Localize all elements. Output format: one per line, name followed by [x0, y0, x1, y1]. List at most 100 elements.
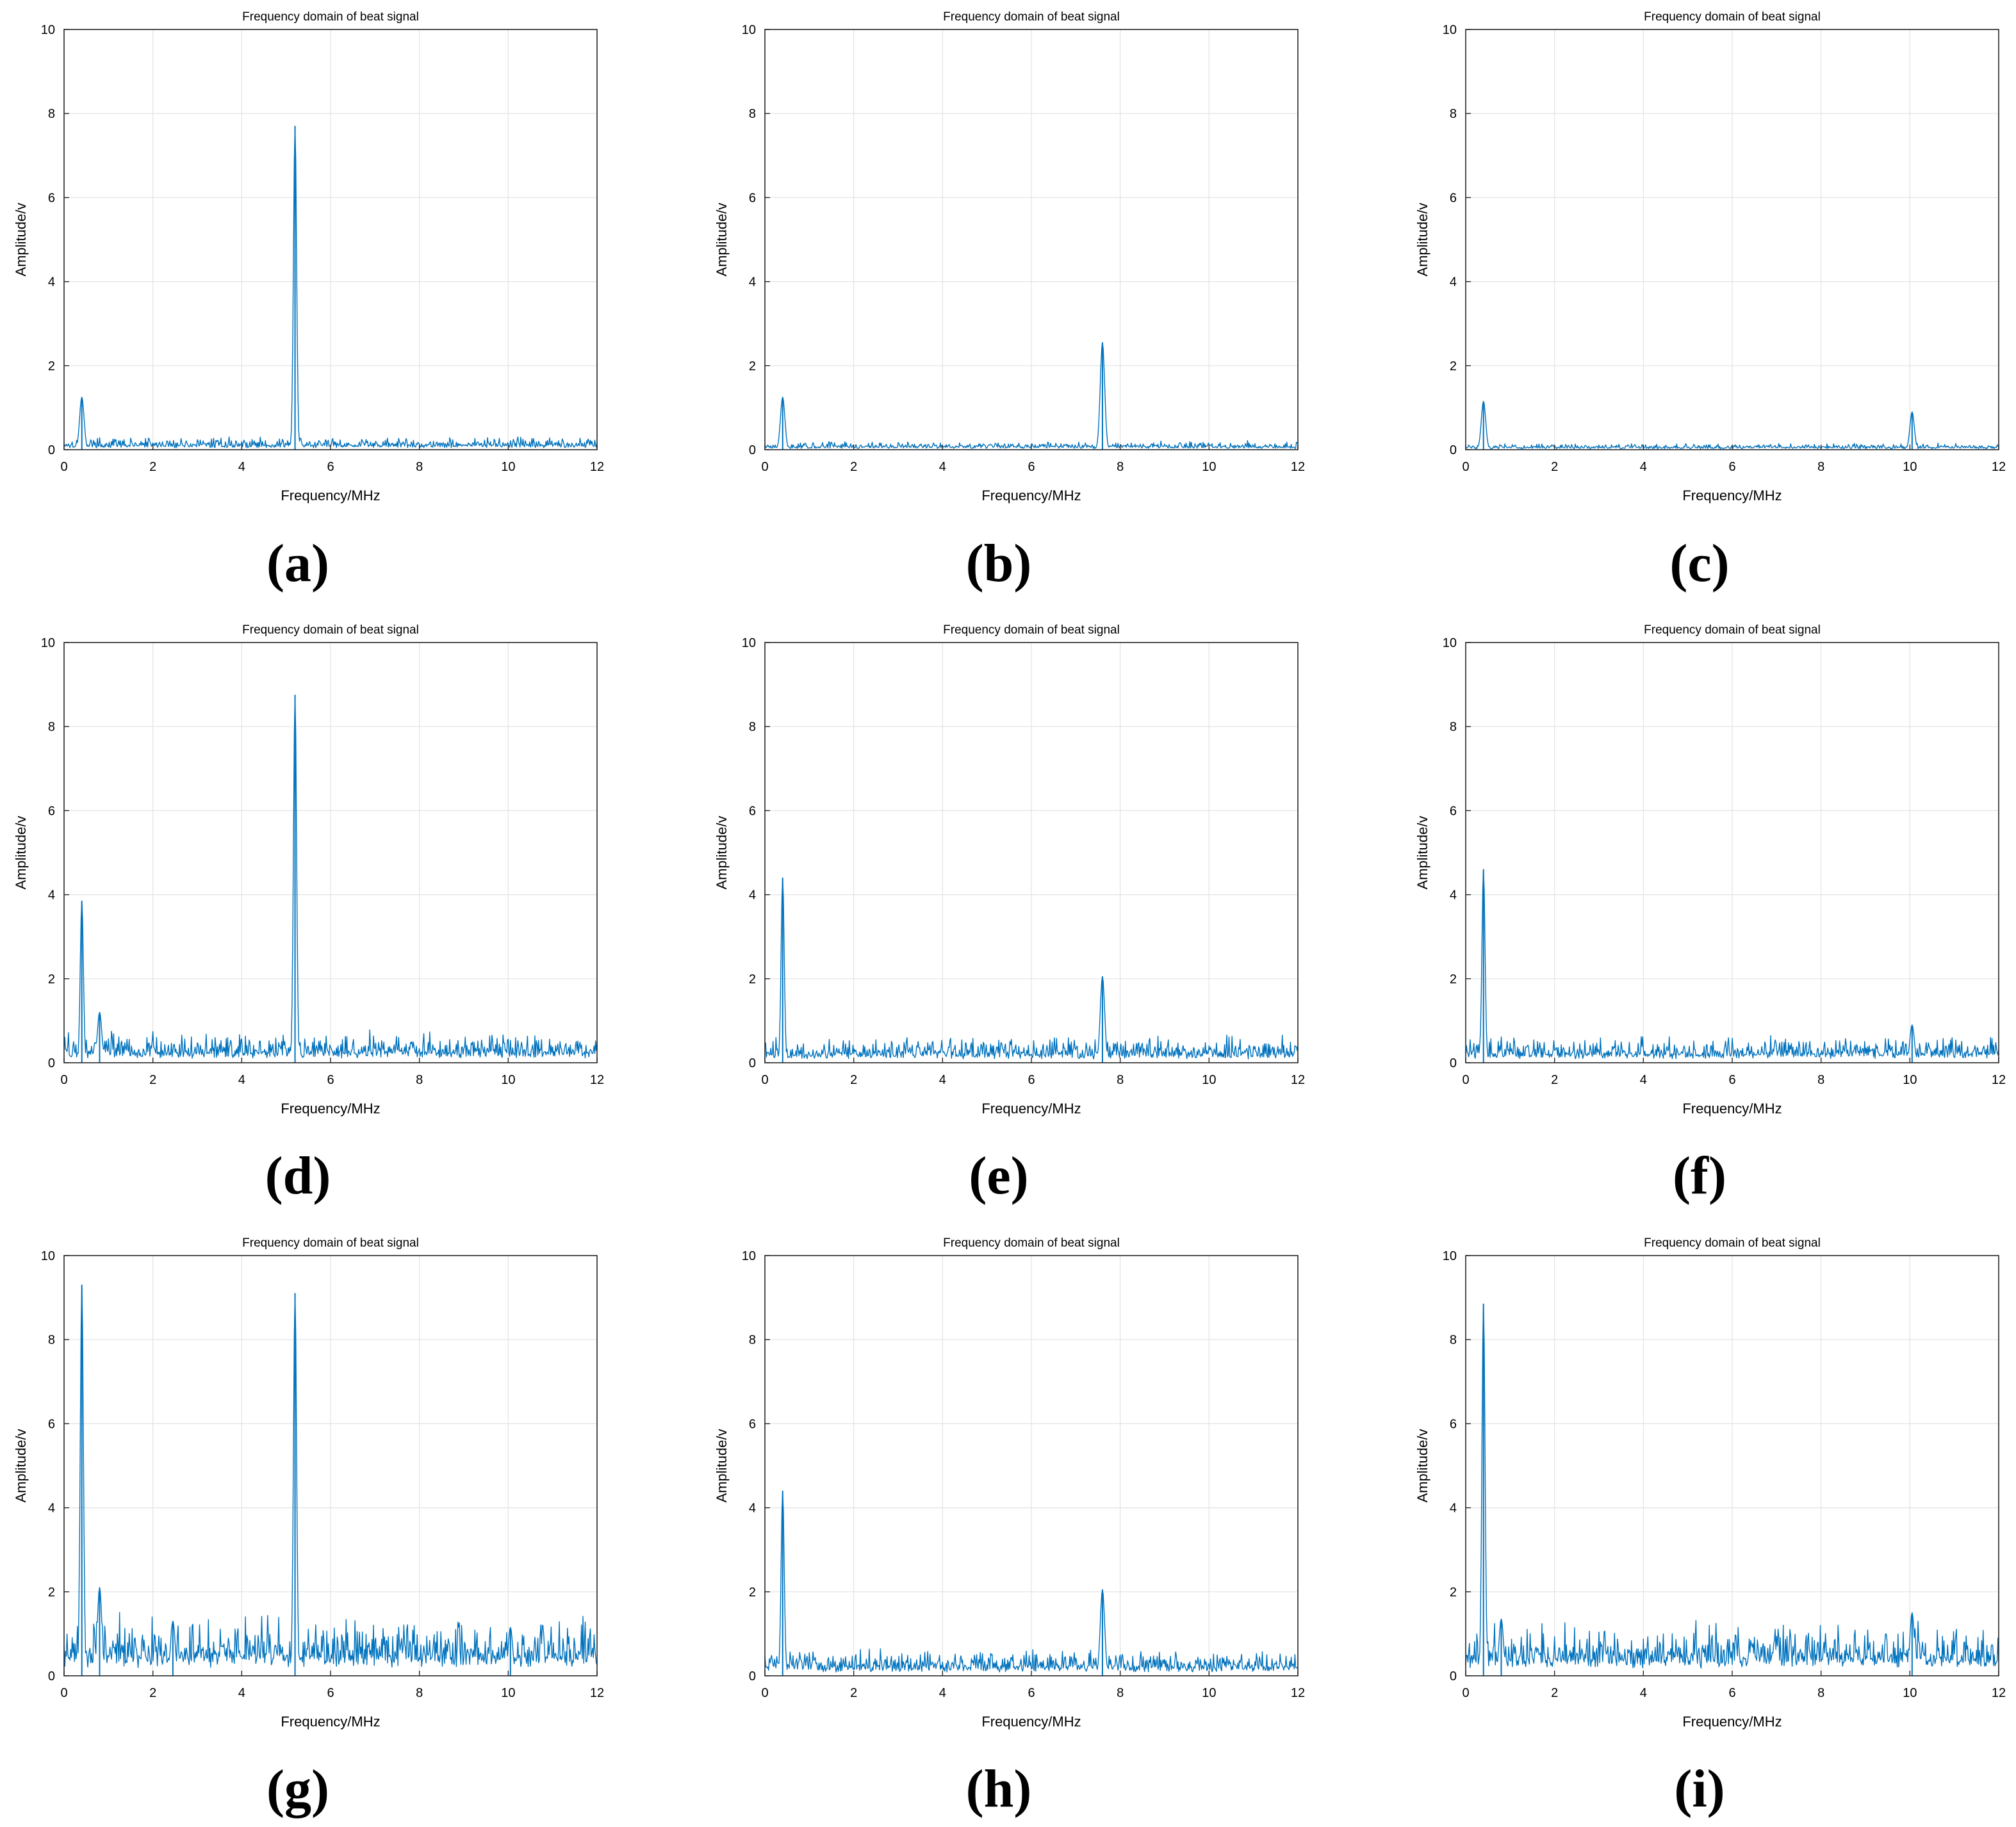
y-tick-label: 2	[48, 1585, 55, 1600]
chart-panel: 0 2 4 6 8 10 12 0 2 4 6 8 10 Frequency domain of beat…	[13, 623, 604, 1117]
x-tick-label: 0	[761, 1073, 768, 1087]
y-tick-label: 0	[48, 1056, 55, 1070]
x-tick-label: 12	[590, 1073, 604, 1087]
panel-label-c: (c)	[1669, 534, 1730, 593]
y-tick-label: 10	[1443, 1249, 1457, 1263]
x-axis-label: Frequency/MHz	[981, 487, 1081, 504]
x-tick-label: 4	[238, 460, 245, 474]
y-tick-label: 4	[48, 1502, 55, 1516]
chart-panel: 0 2 4 6 8 10 12 0 2 4 6 8 10 Frequency domain of beat…	[13, 1236, 604, 1730]
x-tick-label: 0	[1462, 460, 1469, 474]
chart-title: Frequency domain of beat signal	[1644, 1236, 1821, 1250]
y-tick-label: 2	[749, 359, 756, 373]
x-tick-label: 12	[1992, 1073, 2006, 1087]
y-tick-label: 10	[41, 23, 55, 37]
y-tick-label: 8	[48, 1333, 55, 1347]
y-axis-label: Amplitude/v	[1414, 816, 1430, 890]
x-tick-label: 6	[1728, 1073, 1735, 1087]
x-tick-label: 10	[501, 1686, 515, 1700]
x-tick-label: 2	[850, 1073, 857, 1087]
panel-label-f: (f)	[1673, 1146, 1726, 1206]
series-line	[764, 1490, 1299, 1673]
x-tick-label: 6	[1728, 460, 1735, 474]
x-tick-label: 4	[1640, 1686, 1647, 1700]
x-tick-label: 0	[761, 1686, 768, 1700]
x-tick-label: 12	[1291, 1686, 1305, 1700]
y-tick-label: 0	[48, 443, 55, 457]
y-tick-label: 10	[41, 636, 55, 650]
y-tick-label: 6	[1450, 1417, 1457, 1431]
x-tick-label: 0	[60, 1073, 67, 1087]
y-axis-label: Amplitude/v	[1414, 1429, 1430, 1503]
x-tick-label: 10	[1903, 1073, 1917, 1087]
y-tick-label: 2	[1450, 972, 1457, 987]
x-tick-label: 2	[149, 460, 156, 474]
x-tick-label: 10	[501, 460, 515, 474]
y-tick-label: 2	[48, 972, 55, 987]
y-tick-label: 4	[1450, 275, 1457, 290]
y-tick-label: 6	[749, 804, 756, 818]
x-tick-label: 0	[1462, 1073, 1469, 1087]
x-tick-label: 0	[60, 460, 67, 474]
y-tick-label: 0	[48, 1669, 55, 1684]
x-tick-label: 4	[939, 460, 946, 474]
x-tick-label: 10	[501, 1073, 515, 1087]
y-tick-label: 2	[1450, 1585, 1457, 1600]
x-tick-label: 8	[416, 460, 423, 474]
x-tick-label: 6	[1028, 1686, 1035, 1700]
series-line	[764, 877, 1299, 1060]
x-tick-label: 4	[1640, 1073, 1647, 1087]
x-tick-label: 0	[60, 1686, 67, 1700]
y-axis-label: Amplitude/v	[714, 1429, 730, 1503]
y-tick-label: 8	[749, 107, 756, 121]
x-axis-label: Frequency/MHz	[281, 1714, 380, 1730]
y-tick-label: 8	[749, 1333, 756, 1347]
x-tick-label: 10	[1903, 460, 1917, 474]
y-tick-label: 10	[1443, 23, 1457, 37]
y-axis-label: Amplitude/v	[1414, 203, 1430, 277]
y-tick-label: 4	[749, 275, 756, 290]
x-tick-label: 12	[590, 460, 604, 474]
x-tick-label: 4	[1640, 460, 1647, 474]
y-tick-label: 6	[48, 804, 55, 818]
chart-panel: 0 2 4 6 8 10 12 0 2 4 6 8 10 Frequency domain of beat…	[13, 10, 604, 504]
chart-title: Frequency domain of beat signal	[1644, 10, 1821, 24]
y-tick-label: 6	[48, 191, 55, 205]
x-tick-label: 8	[1817, 460, 1824, 474]
y-axis-label: Amplitude/v	[714, 816, 730, 890]
y-tick-label: 2	[1450, 359, 1457, 373]
x-tick-label: 8	[416, 1686, 423, 1700]
y-tick-label: 4	[48, 275, 55, 290]
y-tick-label: 8	[1450, 107, 1457, 121]
y-tick-label: 10	[1443, 636, 1457, 650]
series-line	[1465, 1303, 1999, 1669]
x-tick-label: 12	[1291, 1073, 1305, 1087]
chart-title: Frequency domain of beat signal	[943, 10, 1120, 24]
panel-label-i: (i)	[1674, 1759, 1725, 1819]
y-tick-label: 10	[41, 1249, 55, 1263]
x-tick-label: 6	[327, 1686, 334, 1700]
y-tick-label: 8	[749, 720, 756, 734]
panel-label-d: (d)	[265, 1146, 331, 1206]
panel-label-g: (g)	[266, 1759, 329, 1819]
x-axis-label: Frequency/MHz	[1682, 1101, 1782, 1117]
x-tick-label: 8	[1117, 1686, 1124, 1700]
y-tick-label: 6	[1450, 191, 1457, 205]
x-tick-label: 8	[1117, 460, 1124, 474]
x-tick-label: 10	[1202, 1686, 1216, 1700]
y-axis-label: Amplitude/v	[13, 1429, 29, 1503]
y-tick-label: 10	[742, 23, 756, 37]
x-axis-label: Frequency/MHz	[281, 487, 380, 504]
x-tick-label: 8	[1117, 1073, 1124, 1087]
x-tick-label: 2	[149, 1073, 156, 1087]
x-tick-label: 4	[238, 1073, 245, 1087]
y-axis-label: Amplitude/v	[13, 203, 29, 277]
x-tick-label: 0	[761, 460, 768, 474]
x-axis-label: Frequency/MHz	[1682, 487, 1782, 504]
x-axis-label: Frequency/MHz	[281, 1101, 380, 1117]
x-axis-label: Frequency/MHz	[981, 1714, 1081, 1730]
y-tick-label: 10	[742, 1249, 756, 1263]
x-tick-label: 6	[327, 460, 334, 474]
